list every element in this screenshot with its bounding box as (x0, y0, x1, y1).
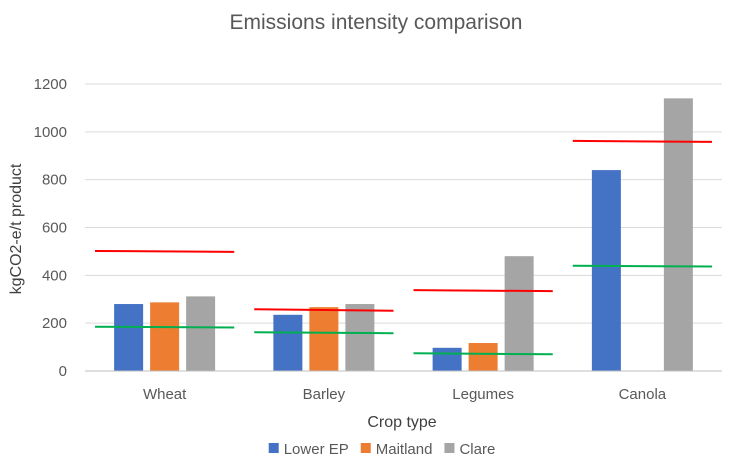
y-tick-label: 0 (59, 363, 67, 380)
bar (186, 296, 216, 371)
bar (591, 170, 621, 371)
y-tick-label: 1000 (34, 124, 67, 141)
x-tick-label: Legumes (452, 386, 514, 403)
x-tick-label: Barley (303, 386, 346, 403)
bar (309, 307, 339, 371)
legend: Lower EP Maitland Clare (268, 441, 495, 458)
y-tick-label: 800 (42, 172, 67, 189)
legend-label: Lower EP (284, 441, 349, 458)
reference-line (572, 264, 713, 268)
reference-line (413, 352, 553, 356)
x-axis-ticks: Wheat Barley Legumes Canola (143, 386, 667, 403)
bar (273, 314, 303, 371)
y-axis-ticks: 0 200 400 600 800 1000 1200 (34, 76, 67, 380)
legend-swatch (444, 443, 455, 453)
reference-line (254, 308, 394, 312)
x-axis-title: Crop type (367, 414, 436, 431)
y-tick-label: 400 (42, 267, 67, 284)
bars (114, 98, 693, 371)
bar (150, 302, 180, 371)
gridlines (85, 83, 722, 324)
bar (345, 304, 375, 371)
bar (468, 343, 498, 371)
bar (504, 256, 534, 371)
bar (432, 347, 462, 371)
legend-item: Maitland (360, 441, 433, 458)
legend-label: Maitland (376, 441, 433, 458)
legend-item: Clare (444, 441, 495, 458)
reference-line (94, 325, 235, 329)
x-tick-label: Wheat (143, 386, 187, 403)
x-tick-label: Canola (619, 386, 667, 403)
legend-swatch (268, 443, 279, 453)
legend-label: Clare (459, 441, 495, 458)
reference-line (572, 139, 713, 143)
y-tick-label: 200 (42, 315, 67, 332)
y-axis-title: kgCO2-e/t product (8, 163, 25, 294)
reference-line (413, 289, 553, 293)
reference-line (254, 331, 394, 335)
bar (663, 98, 693, 371)
legend-swatch (360, 443, 371, 453)
chart-title: Emissions intensity comparison (230, 11, 523, 34)
y-tick-label: 1200 (34, 76, 67, 93)
y-tick-label: 600 (42, 220, 67, 237)
bar (114, 304, 144, 371)
reference-lines (94, 139, 713, 356)
reference-line (94, 249, 235, 253)
legend-item: Lower EP (268, 441, 349, 458)
